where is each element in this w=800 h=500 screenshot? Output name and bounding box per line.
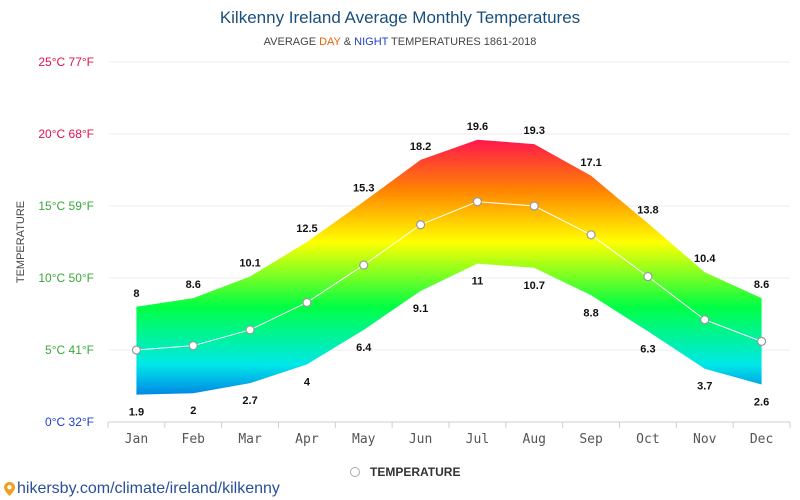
source-link[interactable]: hikersby.com/climate/ireland/kilkenny: [4, 480, 280, 498]
average-point: [643, 271, 653, 282]
average-point: [302, 297, 312, 308]
day-value-label: 10.4: [694, 253, 716, 265]
x-tick-label: Sep: [579, 432, 603, 447]
subtitle-mid: &: [340, 36, 355, 48]
day-value-label: 19.3: [524, 125, 545, 137]
day-value-label: 12.5: [296, 223, 317, 235]
y-tick-label: 15°C 59°F: [38, 199, 94, 213]
chart-subtitle: AVERAGE DAY & NIGHT TEMPERATURES 1861-20…: [0, 36, 800, 48]
subtitle-night: NIGHT: [354, 36, 389, 48]
night-value-label: 2: [190, 405, 196, 417]
legend-marker-icon: [350, 467, 360, 477]
night-value-label: 2.7: [242, 395, 257, 407]
chart-title: Kilkenny Ireland Average Monthly Tempera…: [219, 8, 581, 27]
y-tick-label: 25°C 77°F: [38, 55, 94, 69]
night-value-label: 8.8: [583, 307, 598, 319]
average-point: [245, 325, 255, 335]
day-value-label: 19.6: [467, 121, 488, 133]
average-line: [136, 201, 762, 351]
subtitle-day: DAY: [319, 36, 341, 48]
subtitle-prefix: AVERAGE: [263, 36, 320, 48]
day-value-label: 13.8: [637, 204, 658, 216]
y-tick-label: 10°C 50°F: [38, 271, 94, 285]
y-tick-label: 5°C 41°F: [45, 343, 94, 357]
location-pin-icon: [4, 482, 15, 496]
average-point: [415, 220, 426, 230]
chart-legend[interactable]: TEMPERATURE: [350, 465, 460, 479]
legend-label: TEMPERATURE: [370, 465, 461, 479]
x-tick-label: Aug: [523, 432, 546, 447]
x-tick-label: Jul: [466, 432, 489, 447]
average-point: [529, 201, 539, 211]
x-tick-label: Jan: [125, 432, 148, 447]
day-night-band: [136, 139, 762, 395]
y-tick-label: 0°C 32°F: [45, 415, 94, 429]
day-value-label: 8.6: [754, 279, 769, 291]
day-value-label: 17.1: [580, 157, 601, 169]
average-point: [700, 315, 710, 325]
x-tick-label: Jun: [409, 432, 432, 447]
x-tick-label: Nov: [693, 432, 717, 447]
x-tick-label: May: [352, 432, 376, 447]
average-point: [359, 260, 369, 270]
average-point: [586, 230, 596, 240]
night-value-label: 6.4: [356, 342, 372, 354]
night-value-label: 9.1: [413, 303, 428, 315]
x-tick-label: Oct: [636, 432, 659, 447]
day-value-label: 15.3: [353, 183, 374, 195]
night-value-label: 1.9: [129, 407, 144, 419]
day-value-label: 8.6: [186, 279, 201, 291]
average-point: [756, 336, 767, 346]
day-value-label: 8: [133, 288, 139, 300]
day-value-label: 10.1: [239, 258, 260, 270]
source-url: hikersby.com/climate/ireland/kilkenny: [17, 480, 280, 497]
y-tick-label: 20°C 68°F: [38, 127, 94, 141]
subtitle-suffix: TEMPERATURES 1861-2018: [388, 36, 537, 48]
x-tick-label: Feb: [182, 432, 206, 447]
night-value-label: 10.7: [524, 280, 545, 292]
night-value-label: 6.3: [640, 343, 655, 355]
night-value-label: 4: [304, 376, 311, 388]
average-point: [472, 197, 483, 207]
x-tick-label: Mar: [238, 432, 262, 447]
day-value-label: 18.2: [410, 141, 431, 153]
night-value-label: 3.7: [697, 381, 712, 393]
x-tick-label: Apr: [295, 432, 319, 447]
night-value-label: 11: [472, 276, 484, 288]
y-axis-title: TEMPERATURE: [15, 201, 27, 283]
average-point: [131, 345, 142, 355]
x-tick-label: Dec: [750, 432, 773, 447]
average-point: [188, 341, 198, 351]
night-value-label: 2.6: [754, 397, 769, 409]
